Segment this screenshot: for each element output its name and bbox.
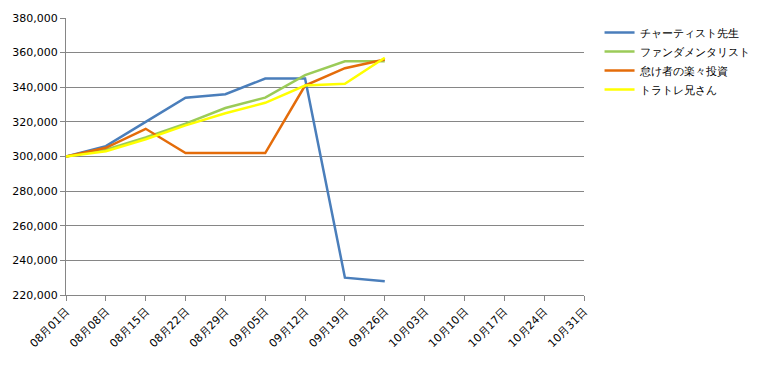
svg-text:10月24日: 10月24日 [506,306,551,351]
svg-text:08月08日: 08月08日 [67,306,112,351]
svg-text:09月26日: 09月26日 [346,306,391,351]
svg-text:トラトレ兄さん: トラトレ兄さん [640,84,717,97]
svg-text:09月12日: 09月12日 [267,306,312,351]
svg-text:320,000: 320,000 [12,116,58,129]
svg-text:240,000: 240,000 [12,254,58,267]
svg-text:08月29日: 08月29日 [187,306,232,351]
svg-text:10月10日: 10月10日 [426,306,471,351]
svg-text:怠け者の楽々投資: 怠け者の楽々投資 [639,65,728,78]
svg-text:ファンダメンタリスト: ファンダメンタリスト [640,46,750,59]
svg-text:08月15日: 08月15日 [107,306,152,351]
svg-text:09月05日: 09月05日 [227,306,272,351]
svg-text:300,000: 300,000 [12,150,58,163]
svg-text:220,000: 220,000 [12,289,58,302]
svg-text:08月22日: 08月22日 [147,306,192,351]
svg-text:340,000: 340,000 [12,81,58,94]
svg-text:08月01日: 08月01日 [27,306,72,351]
svg-text:チャーティスト先生: チャーティスト先生 [640,27,739,40]
svg-text:09月19日: 09月19日 [306,306,351,351]
svg-text:360,000: 360,000 [12,46,58,59]
svg-text:10月31日: 10月31日 [545,306,590,351]
svg-text:380,000: 380,000 [12,12,58,25]
svg-text:10月17日: 10月17日 [466,306,511,351]
svg-text:260,000: 260,000 [12,220,58,233]
svg-text:280,000: 280,000 [12,185,58,198]
svg-text:10月03日: 10月03日 [386,306,431,351]
